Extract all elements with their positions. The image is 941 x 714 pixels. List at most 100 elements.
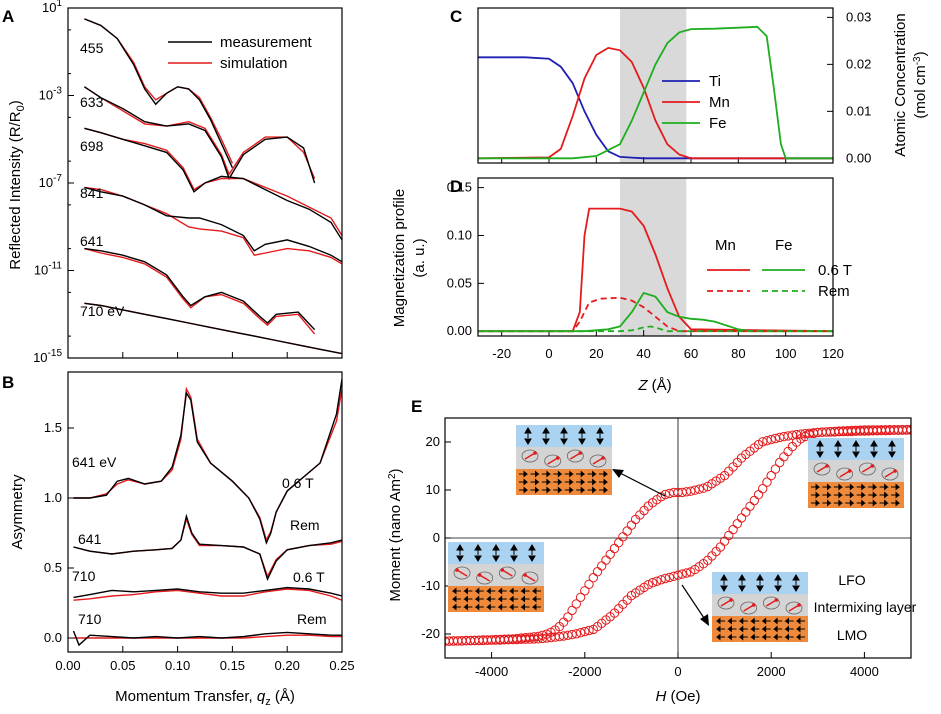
- panel-a-measurement-line-5: [84, 302, 342, 355]
- inset-bottom-left-lmo-spin-icon: [474, 603, 484, 611]
- legend-ti-label: Ti: [709, 73, 721, 90]
- panel-a-frame: [67, 7, 343, 359]
- panel-b-right-label-0: 0.6 T: [282, 475, 314, 491]
- inset-top-left-lmo-spin-icon: [576, 478, 586, 486]
- panel-a-y-tick-label-0: 101: [42, 0, 62, 15]
- panel-b-y-ticks: 0.0 0.5 1.0 1.5: [44, 420, 74, 645]
- panel-d-y-axis-title: Magnetization profile: [391, 189, 408, 327]
- inset-top-left-lfo-spin-icon: [542, 427, 550, 445]
- inset-bottom-right-lmo-layer: [712, 616, 808, 642]
- panel-b-right-label-2: 0.6 T: [293, 569, 325, 585]
- panel-d-y-tick-label-0: 0.00: [447, 323, 472, 338]
- panel-e-point-ascending: [575, 628, 586, 638]
- panel-d-x-tick-label-5: 80: [731, 346, 745, 361]
- inset-top-right-lmo-spin-icon: [822, 483, 832, 491]
- inset-bottom-left-lfo-spin-icon: [528, 544, 536, 562]
- inset-top-left-lmo-spin-icon: [541, 486, 552, 494]
- inset-bottom-left-mix-moment-icon: [521, 571, 539, 585]
- panel-c-line-mn: [478, 46, 833, 160]
- panel-d-x-tick-label-3: 40: [636, 346, 650, 361]
- panel-c-line-ti: [478, 56, 833, 160]
- inset-bottom-left-lfo-spin-icon: [492, 544, 500, 562]
- layer-label-lmo: LMO: [837, 627, 867, 643]
- inset-arrow-upper: [619, 472, 666, 497]
- panel-e-point-ascending: [770, 464, 781, 474]
- inset-bottom-left-lmo-layer: [448, 586, 544, 612]
- panel-a-measurement-line-0: [84, 18, 234, 168]
- inset-top-right-lmo-spin-icon: [845, 499, 855, 507]
- inset-bottom-right-mix-arrow-tip-icon: [729, 598, 733, 602]
- panel-b-letter: B: [2, 373, 14, 392]
- panel-b-left-label-0: 641 eV: [72, 454, 117, 470]
- panel-e-y-tick-label-0: -20: [421, 626, 440, 641]
- inset-top-right-mix-moment-icon: [858, 462, 876, 476]
- layer-label-lfo: LFO: [838, 572, 865, 588]
- inset-top-right-lmo-spin-icon: [833, 483, 844, 491]
- inset-top-left-lmo-spin-icon: [564, 470, 574, 478]
- panel-d-y-tick-label-2: 0.10: [447, 227, 472, 242]
- inset-bottom-right-lmo-spin-icon: [750, 633, 760, 641]
- panel-a-measurement-line-4: [84, 247, 316, 331]
- inset-bottom-left-lmo-spin-icon: [508, 603, 519, 611]
- panel-e-point-ascending: [647, 578, 658, 588]
- inset-bottom-right-lmo-spin-icon: [750, 617, 760, 625]
- panel-e-x-tick-label-3: 2000: [757, 664, 786, 679]
- panel-a-y-tick-label-2: 10-7: [39, 173, 63, 190]
- panel-e-point-ascending: [681, 568, 692, 578]
- panel-c-frame: [477, 7, 834, 164]
- panel-e-point-descending: [614, 538, 624, 548]
- panel-d-y-tick-label-3: 0.15: [447, 180, 472, 195]
- panel-a: A Reflected Intensity (R/R0) 10110-310-7…: [2, 0, 343, 365]
- inset-top-right-lmo-spin-icon: [891, 491, 901, 499]
- inset-bottom-right-mix-arrow-tip-icon: [797, 603, 801, 607]
- inset-top-left-lmo-spin-icon: [576, 486, 586, 494]
- panel-e-point-ascending: [745, 501, 755, 511]
- panel-e-y-tick-label-3: 10: [426, 482, 440, 497]
- inset-top-right-lfo-spin-icon: [834, 440, 842, 458]
- inset-bottom-left-lmo-spin-icon: [463, 595, 473, 603]
- panel-d-shaded-region: [620, 178, 687, 336]
- legend-mn-label: Mn: [709, 94, 730, 111]
- legend-d-row-rem: Rem: [818, 283, 850, 300]
- panel-e-point-descending: [567, 605, 577, 616]
- panel-b-curve-labels: 641 eV 641 710 710 0.6 T Rem 0.6 T Rem: [72, 454, 327, 627]
- panel-e-point-ascending: [660, 573, 670, 584]
- panel-a-measurement-line-1: [84, 86, 316, 184]
- inset-bottom-right-mix-moment-icon: [762, 596, 780, 610]
- inset-top-left-mix-arrow-icon: [524, 452, 536, 460]
- inset-bottom-right-lfo-spin-icon: [720, 574, 728, 592]
- inset-bottom-left-lmo-spin-icon: [451, 595, 461, 603]
- inset-top-left-lmo-spin-icon: [530, 478, 540, 486]
- inset-top-right-mix-arrow-icon: [861, 465, 873, 473]
- inset-bottom-left-lmo-spin-icon: [474, 587, 484, 595]
- inset-top-left-mix-arrow-tip-icon: [533, 451, 537, 455]
- inset-top-right-lmo-spin-icon: [868, 499, 878, 507]
- inset-bottom-left-lmo-spin-icon: [531, 603, 541, 611]
- panel-b-y-tick-label-1: 0.5: [44, 560, 62, 575]
- panel-a-y-tick-base-0: 10: [42, 0, 56, 15]
- inset-bottom-right-mix-moment-icon: [785, 601, 803, 615]
- panel-e-point-descending: [762, 436, 772, 446]
- panel-e-point-descending: [618, 532, 628, 542]
- panel-d-y-tick-label-1: 0.05: [447, 275, 472, 290]
- panel-a-letter: A: [2, 7, 14, 26]
- panel-a-legend: measurement simulation: [168, 34, 313, 72]
- inset-bottom-left-lmo-spin-icon: [497, 587, 507, 595]
- inset-bottom-left-mix-arrow-tip-icon: [455, 568, 459, 572]
- inset-top-left-mix-arrow-icon: [547, 457, 559, 465]
- panel-e-point-descending: [597, 561, 607, 571]
- inset-bottom-right-lfo-spin-icon: [756, 574, 764, 592]
- inset-top-left-lmo-spin-icon: [564, 486, 574, 494]
- inset-top-left-mix-layer: [516, 447, 612, 469]
- panel-c-legend: Ti Mn Fe: [662, 73, 730, 132]
- inset-top-left-lmo-spin-icon: [587, 470, 597, 478]
- inset-top-left-lmo-spin-icon: [530, 486, 540, 494]
- panel-e-y-tick-label-2: 0: [433, 530, 440, 545]
- inset-top-left-lfo-spin-icon: [560, 427, 568, 445]
- inset-top-left-lmo-spin-icon: [519, 478, 529, 486]
- panel-b-x-tick-label-5: 0.25: [329, 658, 354, 673]
- inset-bottom-right-lmo-spin-icon: [727, 625, 737, 633]
- panel-b-x-tick-label-3: 0.15: [220, 658, 245, 673]
- inset-top-left-mix-arrow-icon: [592, 457, 604, 465]
- panel-e-point-descending: [703, 481, 713, 492]
